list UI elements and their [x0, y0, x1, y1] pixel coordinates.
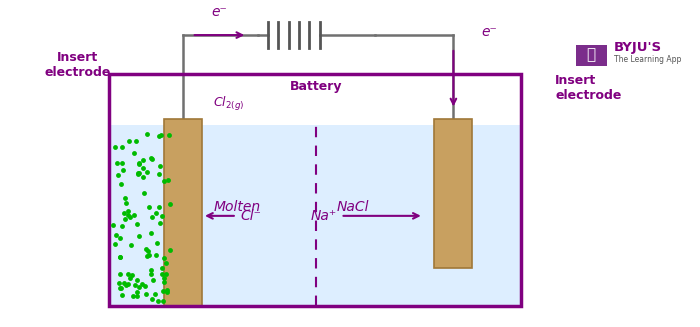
Text: Insert
electrode: Insert electrode	[44, 51, 111, 79]
Text: Ⓑ: Ⓑ	[587, 48, 596, 62]
Text: e⁻: e⁻	[481, 25, 497, 39]
Text: The Learning App: The Learning App	[614, 55, 681, 64]
Bar	[108, 74, 521, 306]
Bar	[108, 125, 521, 306]
Text: Molten: Molten	[214, 199, 261, 214]
Text: e⁻: e⁻	[211, 5, 228, 19]
Text: Insert
electrode: Insert electrode	[555, 74, 622, 102]
Text: BYJU'S: BYJU'S	[614, 42, 662, 55]
Text: $\mathit{Cl}_{2(g)}$: $\mathit{Cl}_{2(g)}$	[213, 95, 244, 112]
Text: Na⁺: Na⁺	[311, 209, 337, 223]
Text: Battery: Battery	[290, 80, 342, 93]
Bar	[164, 119, 202, 306]
Text: Cl⁻: Cl⁻	[240, 209, 261, 223]
Bar	[434, 119, 472, 267]
Text: NaCl: NaCl	[337, 199, 370, 214]
Bar	[576, 45, 607, 66]
